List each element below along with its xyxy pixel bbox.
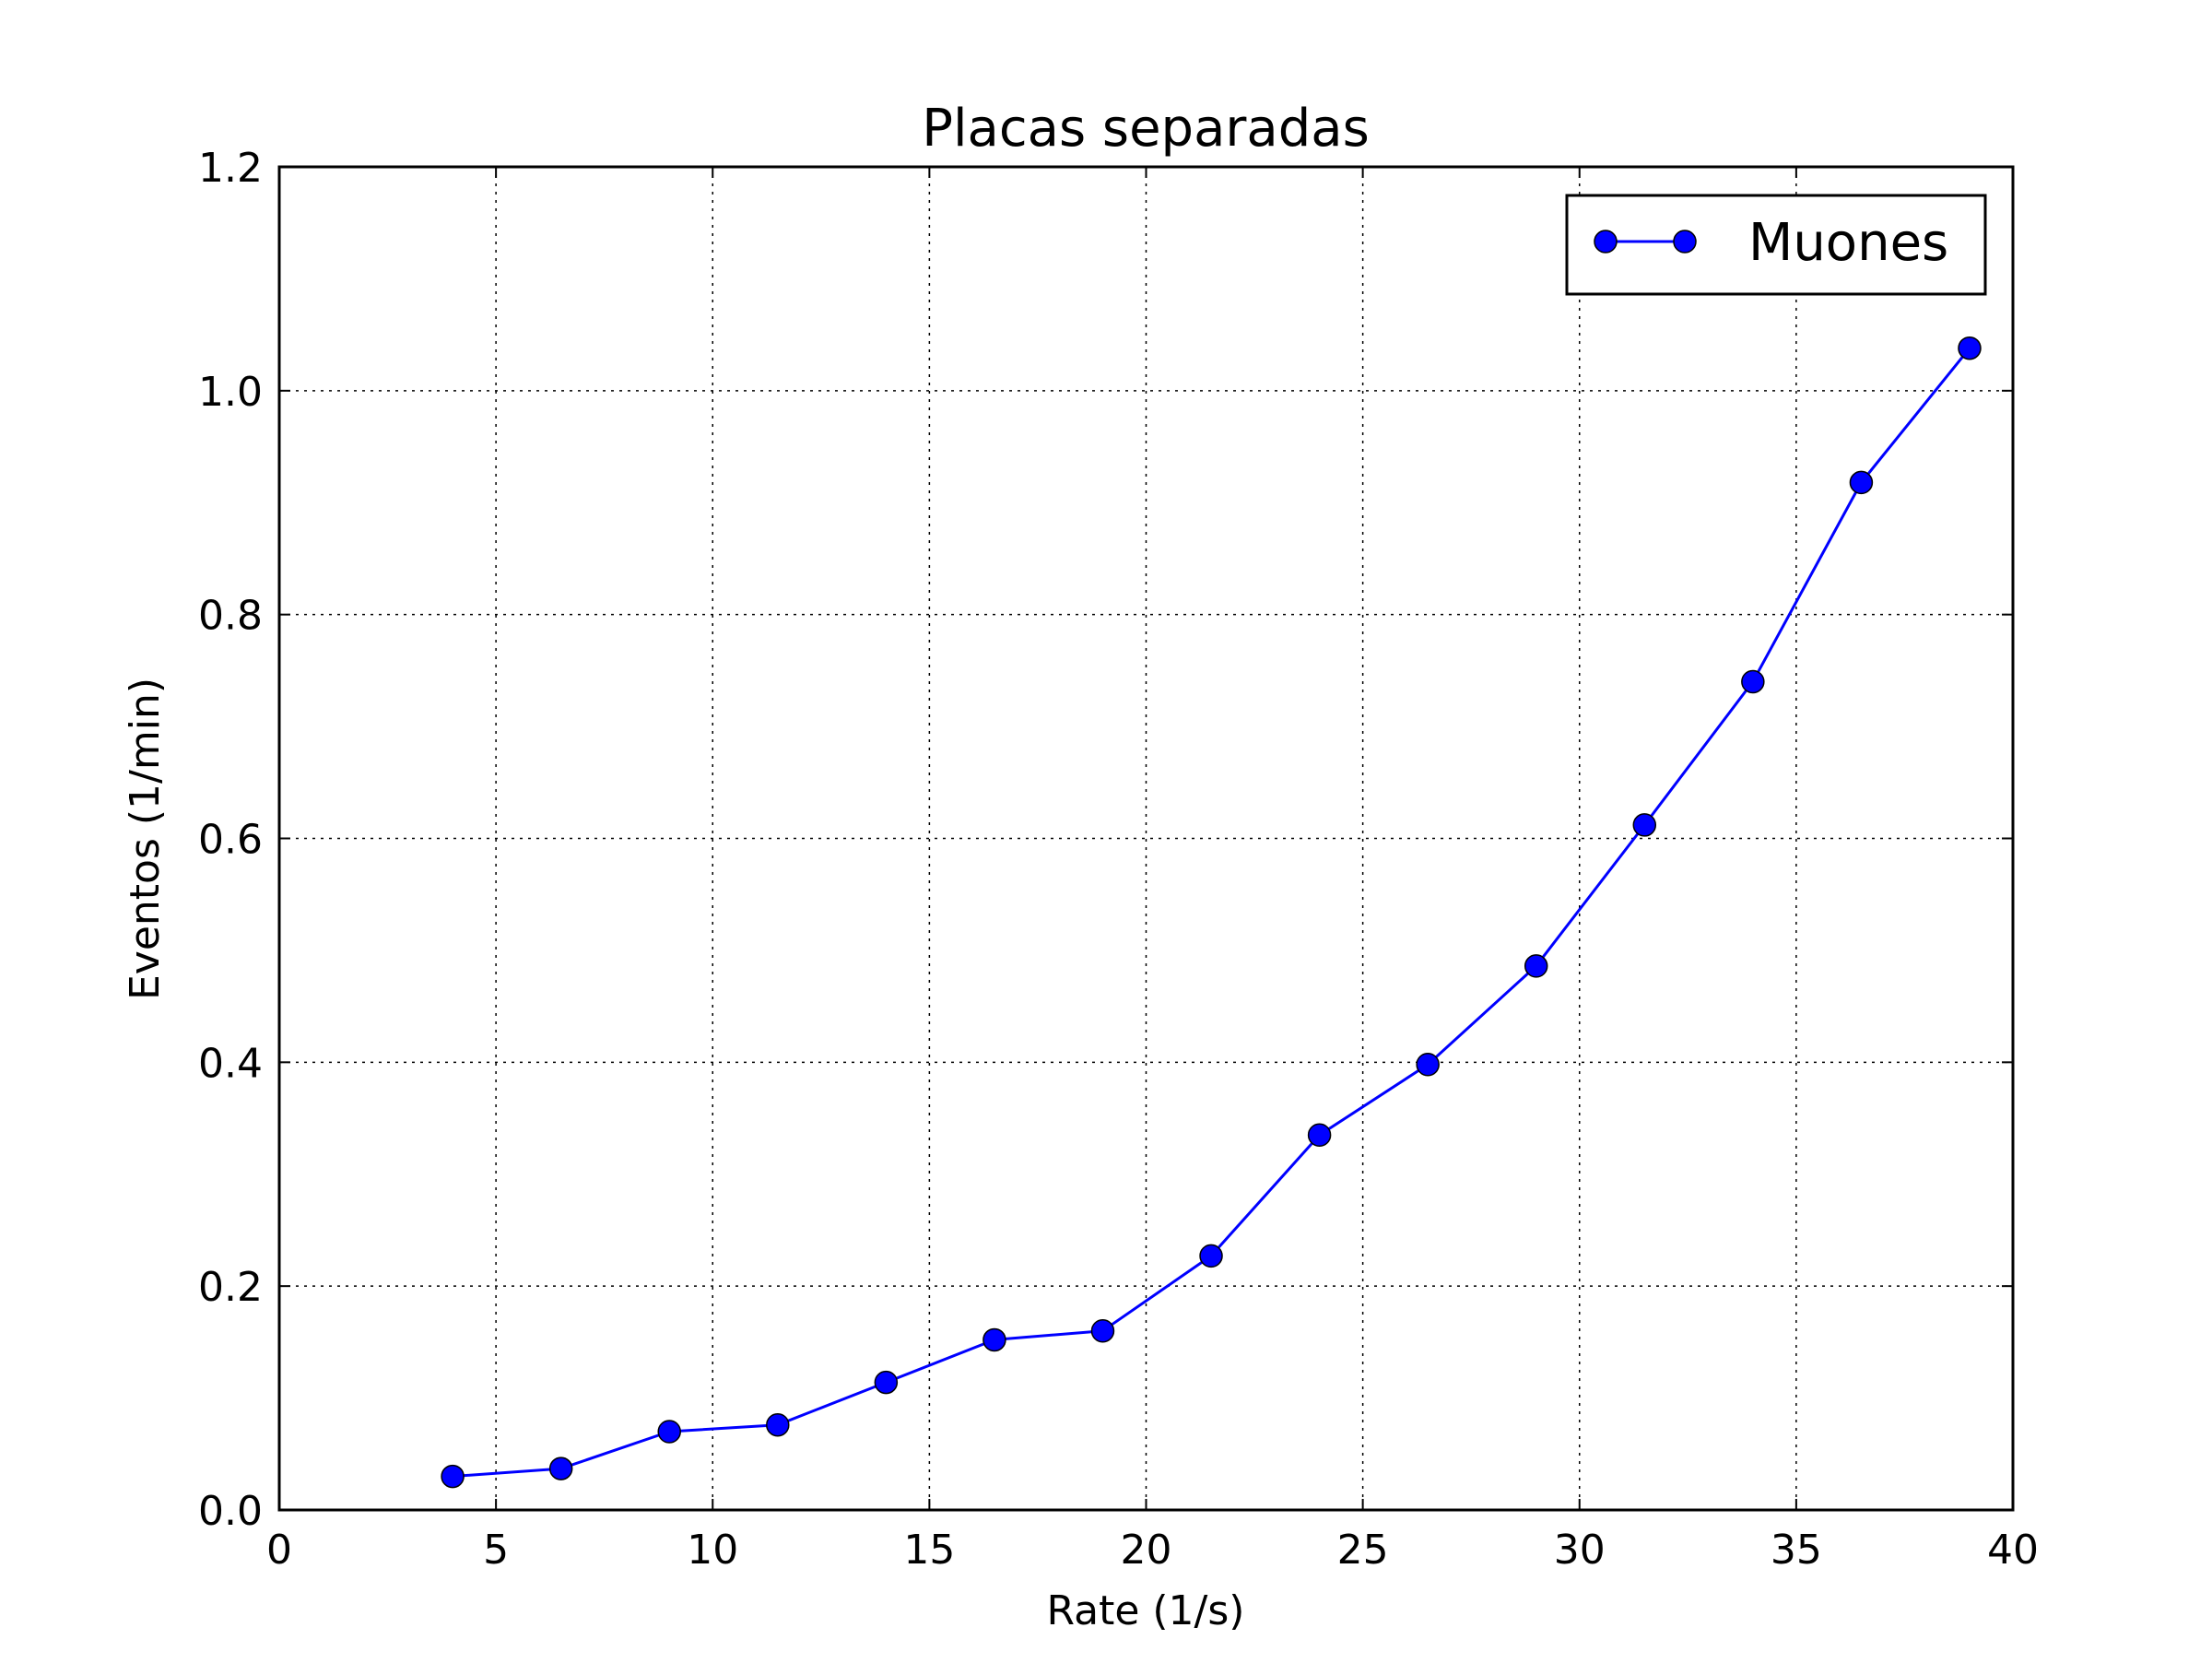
y-axis-label: Eventos (1/min) bbox=[122, 678, 169, 1000]
data-point bbox=[548, 1457, 573, 1480]
x-tick-label: 0 bbox=[266, 1527, 292, 1574]
data-point bbox=[1632, 813, 1657, 837]
y-tick-label: 0.0 bbox=[198, 1488, 263, 1535]
x-tick-label: 30 bbox=[1554, 1527, 1606, 1574]
data-point bbox=[1958, 336, 1982, 360]
chart-title: Placas separadas bbox=[922, 99, 1370, 159]
x-axis-label: Rate (1/s) bbox=[1047, 1587, 1245, 1634]
x-tick-label: 25 bbox=[1337, 1527, 1389, 1574]
x-tick-label: 40 bbox=[1987, 1527, 2039, 1574]
data-point bbox=[657, 1420, 681, 1444]
data-point bbox=[1741, 669, 1765, 694]
data-point bbox=[1416, 1053, 1440, 1077]
axis-ticks: 0 5 10 15 20 25 30 35 40 0.0 0.2 0.4 0.6 0.8 1.0 1.2 bbox=[198, 145, 2039, 1574]
legend-marker bbox=[1673, 230, 1697, 254]
series-layer bbox=[441, 336, 1982, 1489]
data-point bbox=[1849, 470, 1874, 495]
data-point bbox=[982, 1327, 1006, 1352]
y-tick-label: 1.0 bbox=[198, 369, 263, 416]
legend-label-muones: Muones bbox=[1748, 213, 1948, 273]
data-point bbox=[441, 1464, 465, 1489]
data-point bbox=[1090, 1318, 1115, 1343]
legend-marker bbox=[1594, 230, 1618, 254]
x-tick-label: 15 bbox=[903, 1527, 955, 1574]
data-point bbox=[874, 1370, 899, 1395]
y-tick-label: 0.2 bbox=[198, 1264, 263, 1311]
data-point bbox=[1524, 954, 1548, 978]
data-point bbox=[1307, 1123, 1332, 1148]
x-tick-label: 35 bbox=[1771, 1527, 1822, 1574]
y-tick-label: 0.4 bbox=[198, 1040, 263, 1087]
y-tick-label: 1.2 bbox=[198, 145, 263, 192]
data-point bbox=[766, 1412, 790, 1437]
data-point bbox=[1199, 1244, 1223, 1268]
y-tick-label: 0.6 bbox=[198, 817, 263, 864]
x-tick-label: 10 bbox=[687, 1527, 738, 1574]
legend: Muones bbox=[1565, 194, 1987, 296]
x-tick-label: 5 bbox=[483, 1527, 509, 1574]
y-tick-label: 0.8 bbox=[198, 593, 263, 640]
x-tick-label: 20 bbox=[1121, 1527, 1172, 1574]
grid-lines bbox=[279, 167, 2013, 1510]
legend-frame bbox=[1565, 194, 1987, 296]
